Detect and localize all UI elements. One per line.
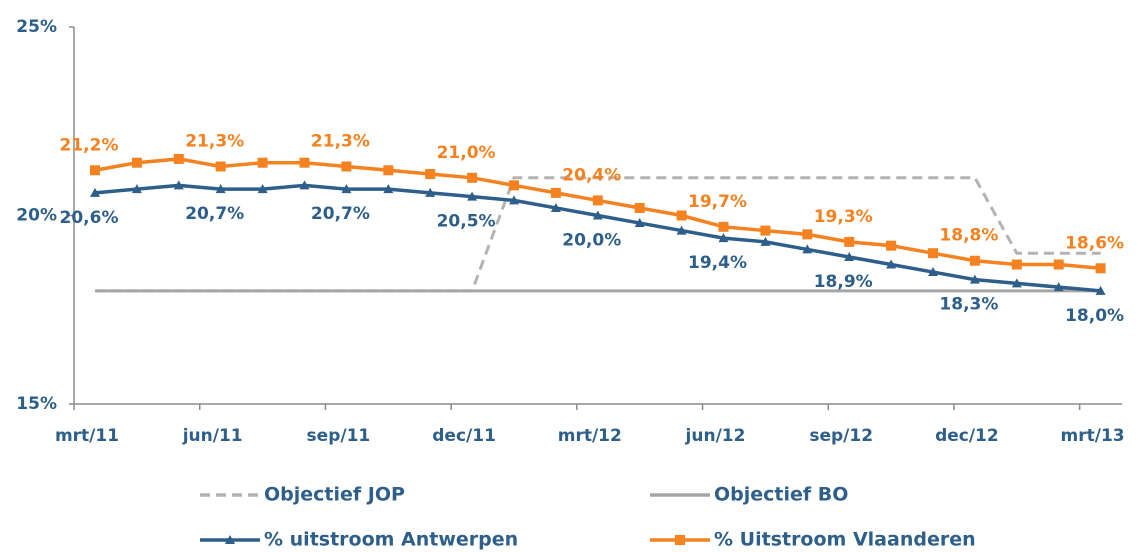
marker <box>886 259 897 269</box>
marker <box>760 225 771 236</box>
x-tick-label: mrt/12 <box>558 426 622 446</box>
marker <box>215 184 226 194</box>
data-label: 21,3% <box>311 131 370 151</box>
data-label: 19,3% <box>814 207 873 227</box>
x-tick-label: dec/11 <box>432 426 496 446</box>
legend-label: % uitstroom Antwerpen <box>264 529 518 551</box>
marker <box>173 153 184 164</box>
y-tick-label: 20% <box>16 206 57 226</box>
x-tick-label: jun/11 <box>182 426 243 446</box>
data-label: 21,0% <box>437 143 496 163</box>
data-label: 18,8% <box>939 226 998 246</box>
data-label: 19,7% <box>688 192 747 212</box>
marker <box>634 218 645 228</box>
legend-label: Objectief BO <box>714 484 848 506</box>
marker <box>802 244 813 254</box>
legend-marker <box>675 535 685 545</box>
marker <box>509 180 519 191</box>
marker <box>173 180 184 190</box>
marker <box>1095 263 1106 274</box>
y-tick-label: 15% <box>16 394 57 414</box>
marker <box>928 248 938 259</box>
x-tick-label: sep/11 <box>307 426 371 446</box>
marker <box>131 184 142 194</box>
marker <box>844 251 855 261</box>
data-label: 21,3% <box>185 131 244 151</box>
marker <box>383 184 394 194</box>
marker <box>299 180 310 190</box>
marker <box>467 191 478 201</box>
marker <box>131 157 142 168</box>
data-label: 20,7% <box>185 204 244 224</box>
marker <box>509 195 519 205</box>
marker <box>299 157 310 168</box>
marker <box>550 202 561 212</box>
x-tick-label: sep/12 <box>809 426 873 446</box>
marker <box>1011 259 1022 270</box>
marker <box>718 221 729 232</box>
marker <box>257 184 268 194</box>
data-label: 20,6% <box>60 208 119 228</box>
marker <box>550 187 561 198</box>
data-label: 21,2% <box>60 135 119 155</box>
data-label: 18,9% <box>814 272 873 292</box>
data-label: 20,0% <box>562 231 621 251</box>
data-label: 18,0% <box>1065 306 1124 326</box>
marker <box>592 210 603 220</box>
marker <box>844 236 855 247</box>
marker <box>341 161 352 172</box>
marker <box>257 157 268 168</box>
data-label: 19,4% <box>688 253 747 273</box>
legend-label: % Uitstroom Vlaanderen <box>714 529 976 551</box>
marker <box>928 267 938 277</box>
legend-label: Objectief JOP <box>264 484 405 506</box>
data-label: 20,7% <box>311 204 370 224</box>
marker <box>425 187 436 197</box>
x-tick-label: dec/12 <box>935 426 999 446</box>
marker <box>718 233 729 243</box>
marker <box>886 240 897 251</box>
marker <box>1053 259 1064 270</box>
marker <box>425 169 436 180</box>
marker <box>1053 282 1064 292</box>
marker <box>341 184 352 194</box>
y-tick-label: 25% <box>16 17 57 37</box>
marker <box>676 210 687 221</box>
data-label: 20,5% <box>437 212 496 232</box>
marker <box>90 187 100 197</box>
marker <box>1095 285 1106 295</box>
marker <box>969 255 980 266</box>
marker <box>592 195 603 206</box>
data-label: 18,3% <box>939 295 998 315</box>
x-tick-label: mrt/11 <box>55 426 119 446</box>
marker <box>1011 278 1022 288</box>
marker <box>802 229 813 240</box>
marker <box>634 202 645 213</box>
marker <box>215 161 226 172</box>
marker <box>760 236 771 246</box>
marker <box>383 165 394 176</box>
marker <box>90 165 100 176</box>
marker <box>676 225 687 235</box>
x-tick-label: jun/12 <box>685 426 746 446</box>
x-tick-label: mrt/13 <box>1061 426 1125 446</box>
data-label: 18,6% <box>1065 233 1124 253</box>
marker <box>969 274 980 284</box>
legend-marker <box>225 535 235 544</box>
data-label: 20,4% <box>562 165 621 185</box>
marker <box>467 172 478 183</box>
